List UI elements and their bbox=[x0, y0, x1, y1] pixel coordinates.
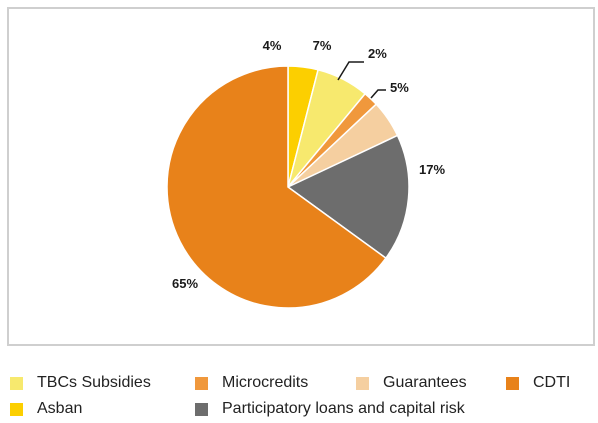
legend-swatch bbox=[10, 402, 23, 416]
chart-frame bbox=[7, 7, 595, 346]
legend-swatch bbox=[356, 376, 369, 390]
leader-line-guarantees bbox=[370, 89, 386, 99]
legend-swatch bbox=[195, 376, 208, 390]
pie-chart: 4% 7% 2% 5% 17% 65% bbox=[166, 38, 445, 309]
legend-item-participatory-loans: Participatory loans and capital risk bbox=[195, 399, 465, 419]
legend-label: CDTI bbox=[533, 374, 571, 391]
legend-swatch bbox=[506, 376, 519, 390]
legend-label: Asban bbox=[37, 400, 83, 417]
leader-line-microcredits bbox=[337, 61, 364, 81]
data-label-microcredits: 2% bbox=[368, 46, 387, 61]
data-label-guarantees: 5% bbox=[390, 80, 409, 95]
pie-slice-participatory-loans-and-capital-risk bbox=[286, 134, 410, 260]
legend-item-asban: Asban bbox=[10, 399, 82, 419]
legend-item-tbcs-subsidies: TBCs Subsidies bbox=[10, 373, 151, 393]
legend-label: TBCs Subsidies bbox=[37, 374, 151, 391]
legend-label: Microcredits bbox=[222, 374, 309, 391]
data-label-asban: 4% bbox=[263, 38, 282, 53]
data-label-participatory-loans-and-capital-risk: 17% bbox=[419, 162, 445, 177]
legend-label: Participatory loans and capital risk bbox=[222, 400, 465, 417]
pie-slice-cdti bbox=[166, 65, 387, 309]
data-label-tbcs-subsidies: 7% bbox=[313, 38, 332, 53]
legend-swatch bbox=[10, 376, 23, 390]
legend-item-guarantees: Guarantees bbox=[356, 373, 467, 393]
legend-item-cdti: CDTI bbox=[506, 373, 570, 393]
legend-item-microcredits: Microcredits bbox=[195, 373, 308, 393]
data-label-cdti: 65% bbox=[172, 276, 198, 291]
legend-label: Guarantees bbox=[383, 374, 467, 391]
legend-swatch bbox=[195, 402, 208, 416]
